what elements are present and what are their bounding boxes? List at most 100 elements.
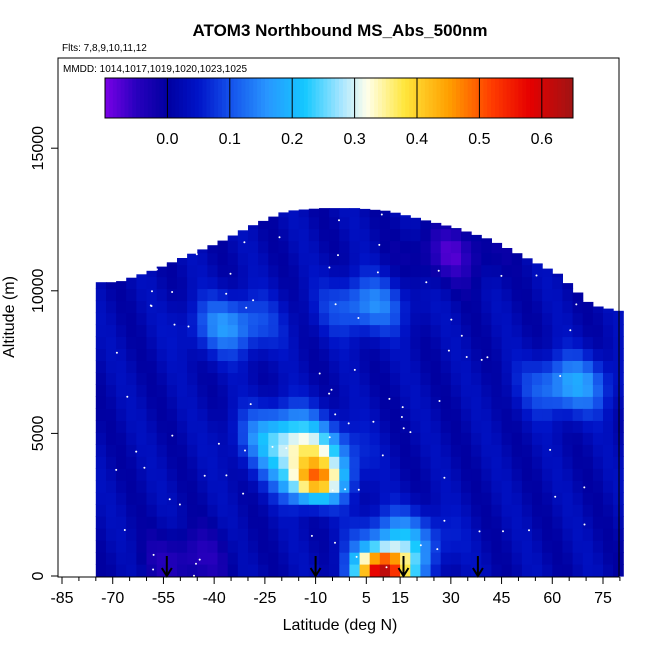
sample-dot <box>385 566 388 569</box>
heatmap-cell <box>420 540 432 553</box>
heatmap-cell <box>603 348 614 361</box>
heatmap-cell <box>359 432 371 445</box>
heatmap-cell <box>217 516 229 529</box>
heatmap-cell <box>187 420 198 433</box>
heatmap-cell <box>116 516 127 529</box>
heatmap-cell <box>521 336 533 349</box>
heatmap-cell <box>197 396 208 409</box>
heatmap-cell <box>308 492 320 505</box>
heatmap-cell <box>146 540 158 553</box>
heatmap-cell <box>126 360 137 373</box>
heatmap-cell <box>278 564 290 577</box>
heatmap-cell <box>298 492 310 505</box>
sample-dot <box>187 325 190 328</box>
heatmap-cell <box>217 420 229 433</box>
heatmap-cell <box>187 396 198 409</box>
heatmap-cell <box>177 324 188 338</box>
heatmap-cell <box>532 300 543 314</box>
heatmap-cell <box>390 456 401 469</box>
heatmap-cell <box>166 564 178 577</box>
heatmap-cell <box>156 420 168 433</box>
heatmap-cell <box>400 540 411 553</box>
heatmap-cell <box>207 444 219 457</box>
heatmap-cell <box>126 432 137 445</box>
heatmap-cell <box>471 468 482 481</box>
heatmap-cell <box>258 492 269 505</box>
heatmap-cell <box>268 276 279 290</box>
colorbar-swatch <box>561 78 566 118</box>
heatmap-cell <box>390 348 401 361</box>
heatmap-cell <box>319 528 330 541</box>
heatmap-cell <box>390 552 401 565</box>
sample-dot <box>168 498 171 501</box>
heatmap-cell <box>511 480 523 493</box>
heatmap-cell <box>379 552 391 565</box>
heatmap-cell <box>349 468 361 481</box>
heatmap-cell <box>329 336 340 349</box>
heatmap-cell <box>379 384 391 397</box>
heatmap-cell <box>552 564 563 577</box>
heatmap-cell <box>339 240 350 254</box>
heatmap-cell <box>126 288 137 302</box>
heatmap-cell <box>390 480 401 493</box>
heatmap-cell <box>521 540 533 553</box>
sample-dot <box>372 420 375 423</box>
heatmap-cell <box>298 360 310 373</box>
colorbar-swatch <box>467 78 473 118</box>
heatmap-cell <box>562 504 574 517</box>
heatmap-cell <box>562 408 574 421</box>
heatmap-cell <box>369 492 381 505</box>
sample-dot <box>460 334 463 337</box>
heatmap-cell <box>237 288 249 302</box>
heatmap-cell <box>592 432 604 445</box>
heatmap-cell <box>532 480 543 493</box>
heatmap-cell <box>95 300 107 314</box>
heatmap-cell <box>379 516 391 529</box>
heatmap-cell <box>440 480 452 493</box>
heatmap-cell <box>369 276 381 290</box>
heatmap-cell <box>136 528 148 541</box>
heatmap-cell <box>258 432 269 445</box>
heatmap-cell <box>308 420 320 433</box>
heatmap-cell <box>400 396 411 409</box>
heatmap-cell <box>268 288 279 302</box>
colorbar-swatch <box>210 78 215 118</box>
heatmap-cell <box>187 300 198 314</box>
heatmap-cell <box>126 516 137 529</box>
heatmap-cell <box>278 264 290 278</box>
heatmap-cell <box>481 516 492 529</box>
heatmap-cell <box>177 444 188 457</box>
heatmap-cell <box>298 552 310 565</box>
heatmap-cell <box>268 492 279 505</box>
heatmap-cell <box>379 300 391 314</box>
sample-dot <box>178 503 181 506</box>
heatmap-cell <box>501 408 513 421</box>
heatmap-cell <box>126 396 137 409</box>
heatmap-cell <box>562 283 574 290</box>
heatmap-cell <box>177 264 188 278</box>
heatmap-cell <box>106 456 117 469</box>
heatmap-cell <box>248 540 259 553</box>
heatmap-cell <box>552 468 563 481</box>
heatmap-cell <box>369 360 381 373</box>
colorbar-swatch <box>335 78 340 118</box>
heatmap-cell <box>329 540 340 553</box>
heatmap-cell <box>237 252 249 266</box>
heatmap-cell <box>197 324 208 338</box>
heatmap-cell <box>166 336 178 349</box>
heatmap-cell <box>156 432 168 445</box>
heatmap-cell <box>258 384 269 397</box>
heatmap-cell <box>177 528 188 541</box>
heatmap-cell <box>390 408 401 421</box>
sample-dot <box>347 422 350 425</box>
heatmap-cell <box>136 552 148 565</box>
heatmap-cell <box>106 372 117 385</box>
heatmap-cell <box>521 384 533 397</box>
heatmap-cell <box>146 348 158 361</box>
heatmap-cell <box>582 516 594 529</box>
heatmap-cell <box>491 480 503 493</box>
heatmap-cell <box>248 348 259 361</box>
colorbar-swatch <box>112 78 118 118</box>
heatmap-cell <box>400 336 411 349</box>
heatmap-cell <box>156 492 168 505</box>
